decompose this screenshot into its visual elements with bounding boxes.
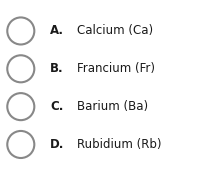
Text: A.: A.: [50, 24, 64, 37]
Text: B.: B.: [50, 62, 64, 75]
Text: C.: C.: [50, 100, 63, 113]
Text: Francium (Fr): Francium (Fr): [77, 62, 155, 75]
Text: Rubidium (Rb): Rubidium (Rb): [77, 138, 161, 151]
Text: Calcium (Ca): Calcium (Ca): [77, 24, 153, 37]
Text: Barium (Ba): Barium (Ba): [77, 100, 148, 113]
Text: D.: D.: [50, 138, 64, 151]
